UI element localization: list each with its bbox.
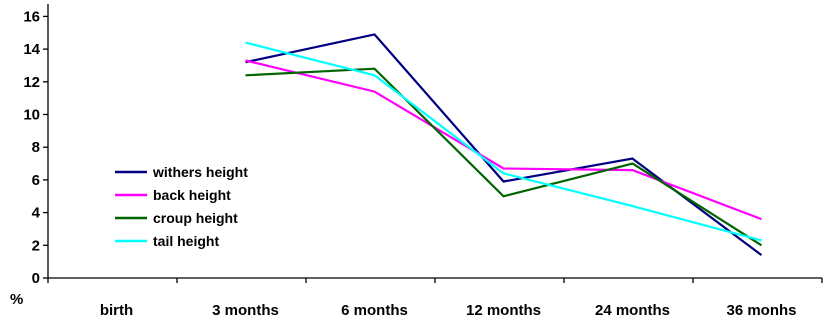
y-tick-label: 0 bbox=[32, 270, 40, 287]
legend-label: withers height bbox=[152, 164, 248, 180]
legend-label: croup height bbox=[153, 210, 238, 226]
x-category-label: 3 months bbox=[212, 302, 279, 319]
series-line-withers-height bbox=[245, 33, 763, 256]
series-line-back-height bbox=[245, 59, 762, 221]
x-category-label: 6 months bbox=[341, 302, 408, 319]
series-lines bbox=[245, 33, 763, 256]
x-category-label: birth bbox=[100, 302, 133, 319]
y-tick-label: 2 bbox=[32, 237, 40, 254]
y-tick-label: 6 bbox=[32, 172, 40, 189]
y-tick-label: 12 bbox=[23, 74, 40, 91]
y-tick-label: 10 bbox=[23, 107, 40, 124]
series-line-croup-height bbox=[245, 67, 763, 247]
x-category-label: 24 months bbox=[595, 302, 670, 319]
y-axis-unit-label: % bbox=[10, 291, 23, 308]
x-category-label: 12 months bbox=[466, 302, 541, 319]
y-tick-label: 8 bbox=[32, 139, 40, 156]
legend-label: back height bbox=[153, 187, 231, 203]
y-tick-label: 16 bbox=[23, 8, 40, 25]
x-ticks: birth 3 months 6 months 12 months 24 months 3… bbox=[47, 278, 823, 319]
series-line-tail-height bbox=[245, 41, 762, 242]
y-ticks: 0 2 4 6 8 10 12 14 16 bbox=[23, 8, 48, 287]
legend: withers height back height croup height tai… bbox=[115, 164, 248, 249]
x-category-label: 36 monhs bbox=[726, 302, 796, 319]
y-tick-label: 4 bbox=[32, 205, 41, 222]
y-tick-label: 14 bbox=[23, 41, 40, 58]
legend-label: tail height bbox=[153, 233, 219, 249]
